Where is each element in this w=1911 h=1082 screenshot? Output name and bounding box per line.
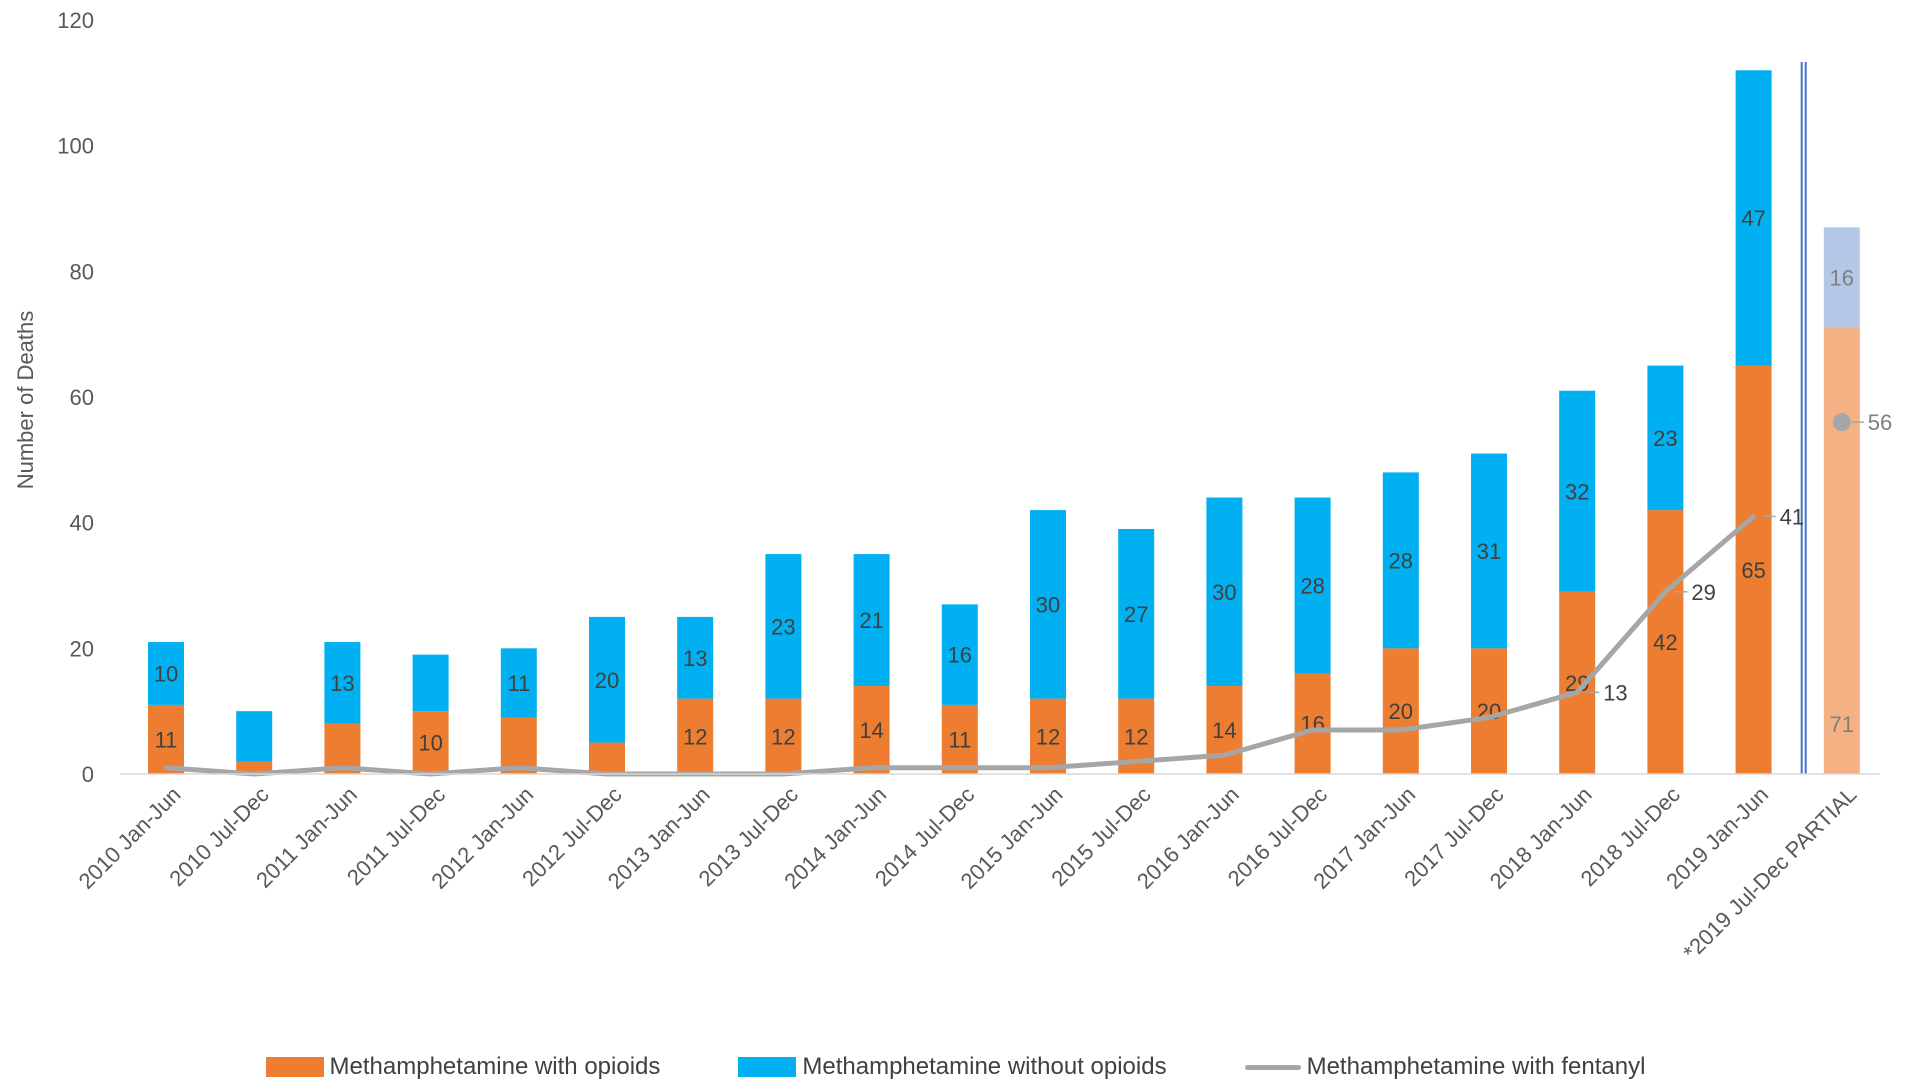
data-label-without-opioids: 30 [1212, 580, 1236, 605]
data-label-without-opioids: 28 [1389, 548, 1413, 573]
data-label-without-opioids: 32 [1565, 479, 1589, 504]
data-label-with-opioids: 65 [1741, 558, 1765, 583]
bar-with-opioids [1206, 686, 1243, 774]
y-tick-label: 100 [57, 134, 94, 159]
data-label-with-fentanyl: 56 [1868, 410, 1892, 435]
data-label-without-opioids: 13 [683, 646, 707, 671]
bar-without-opioids [324, 642, 361, 724]
bar-without-opioids [1118, 528, 1155, 699]
y-tick-label: 60 [70, 385, 94, 410]
y-tick-label: 20 [70, 636, 94, 661]
bar-with-opioids [1471, 648, 1507, 774]
bar-with-opioids [412, 711, 449, 774]
bar-with-opioids [500, 717, 537, 774]
y-tick-label: 40 [70, 511, 94, 536]
bar-without-opioids [1735, 70, 1772, 366]
data-label-without-opioids: 20 [595, 668, 619, 693]
legend-swatch-without-opioids [738, 1057, 797, 1077]
bar-without-opioids [1471, 453, 1507, 649]
bar-with-opioids [1735, 365, 1772, 774]
bar-with-opioids [941, 704, 978, 774]
bar-with-opioids [1823, 327, 1860, 774]
bar-without-opioids [1823, 227, 1860, 328]
bar-without-opioids [148, 642, 184, 705]
data-label-without-opioids: 16 [1830, 266, 1854, 291]
data-label-with-opioids: 10 [418, 731, 442, 756]
data-label-with-opioids: 12 [683, 724, 707, 749]
legend-item-with-opioids: Methamphetamine with opioids [265, 1053, 661, 1081]
bar-with-opioids [1559, 591, 1596, 774]
bar-with-opioids [1294, 673, 1331, 774]
bar-with-opioids [589, 742, 625, 774]
bar-without-opioids [1030, 510, 1066, 699]
data-label-with-opioids: 12 [1124, 724, 1148, 749]
bar-without-opioids [500, 648, 537, 718]
bar-with-opioids [677, 698, 714, 774]
bar-with-opioids [1647, 510, 1684, 774]
data-label-with-opioids: 12 [1036, 724, 1060, 749]
bar-without-opioids [1294, 497, 1331, 674]
data-label-with-fentanyl: 41 [1780, 504, 1804, 529]
data-label-with-opioids: 42 [1653, 630, 1677, 655]
data-label-without-opioids: 13 [330, 671, 354, 696]
bar-without-opioids [236, 711, 273, 762]
legend: Methamphetamine with opioids Methampheta… [0, 1052, 1911, 1082]
y-tick-label: 80 [70, 259, 94, 284]
data-label-with-opioids: 12 [771, 724, 795, 749]
data-label-without-opioids: 10 [154, 661, 178, 686]
data-label-without-opioids: 27 [1124, 602, 1148, 627]
bar-with-opioids [148, 704, 184, 774]
data-label-without-opioids: 28 [1300, 574, 1324, 599]
bar-without-opioids [589, 616, 625, 743]
data-label-with-opioids: 11 [155, 727, 178, 752]
bars: 11 10 13 10 11 20 12 13 12 23 14 21 11 16 12 30 12 27 14 30… [148, 70, 1860, 774]
y-tick-label: 120 [57, 8, 94, 33]
bar-without-opioids [412, 654, 449, 712]
bar-without-opioids [1559, 390, 1596, 592]
data-label-without-opioids: 30 [1036, 592, 1060, 617]
data-label-with-opioids: 20 [1389, 699, 1413, 724]
x-tick-label: *2019 Jul-Dec PARTIAL [1678, 782, 1861, 965]
fentanyl-point-partial [1832, 413, 1851, 432]
y-tick-label: 0 [82, 762, 94, 787]
data-label-without-opioids: 31 [1477, 539, 1501, 564]
bar-with-opioids [1382, 648, 1419, 774]
legend-swatch-with-fentanyl [1244, 1064, 1301, 1070]
data-label-with-opioids: 71 [1830, 712, 1854, 737]
data-label-without-opioids: 23 [1653, 426, 1677, 451]
bar-without-opioids [677, 616, 714, 699]
bar-with-opioids [853, 686, 890, 774]
bar-without-opioids [1647, 365, 1684, 511]
legend-item-without-opioids: Methamphetamine without opioids [738, 1053, 1167, 1081]
chart: 0 20 40 60 80 100 120 11 10 13 10 11 20 12 13 12 23 14 21… [13, 8, 1892, 965]
y-axis: 0 20 40 60 80 100 120 [57, 8, 94, 787]
legend-label-with-opioids: Methamphetamine with opioids [329, 1053, 661, 1080]
bar-with-opioids [1030, 698, 1066, 774]
bar-without-opioids [1382, 472, 1419, 649]
bar-without-opioids [765, 554, 802, 699]
data-label-without-opioids: 23 [771, 614, 795, 639]
bar-without-opioids [941, 604, 978, 705]
data-label-without-opioids: 21 [859, 608, 883, 633]
legend-label-without-opioids: Methamphetamine without opioids [802, 1053, 1167, 1080]
data-label-with-fentanyl: 13 [1603, 680, 1627, 705]
data-label-with-opioids: 11 [948, 727, 971, 752]
legend-swatch-with-opioids [265, 1057, 324, 1077]
data-label-with-fentanyl: 29 [1691, 580, 1715, 605]
bar-without-opioids [853, 554, 890, 687]
data-label-with-opioids: 14 [1212, 718, 1236, 743]
legend-label-with-fentanyl: Methamphetamine with fentanyl [1306, 1053, 1646, 1080]
partial-divider [1800, 62, 1807, 774]
bar-with-opioids [765, 698, 802, 774]
bar-without-opioids [1206, 497, 1243, 687]
data-label-without-opioids: 11 [507, 671, 530, 696]
data-label-without-opioids: 47 [1741, 206, 1765, 231]
legend-item-with-fentanyl: Methamphetamine with fentanyl [1244, 1053, 1646, 1081]
data-label-with-opioids: 14 [859, 718, 883, 743]
data-label-without-opioids: 16 [948, 643, 972, 668]
y-axis-title: Number of Deaths [13, 311, 38, 490]
